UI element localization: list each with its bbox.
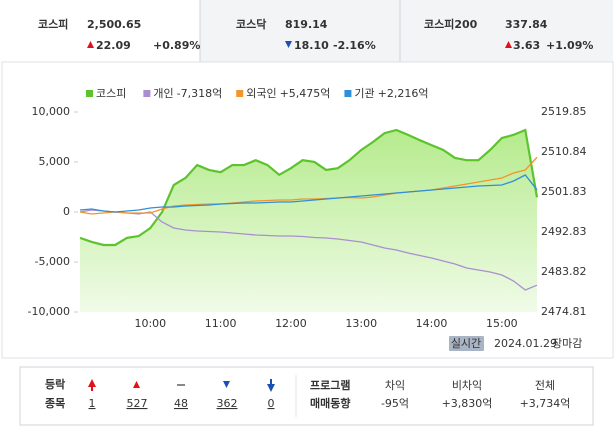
status-date: 2024.01.29 (494, 337, 557, 350)
arrow-icon (505, 41, 512, 48)
breadth-box (19, 366, 594, 426)
tab-name[interactable]: 코스피 (38, 17, 68, 31)
y-tick-label: 5,000 (39, 155, 71, 168)
legend-swatch (86, 90, 93, 97)
program-value: +3,830억 (442, 397, 493, 410)
series-line (79, 156, 538, 215)
legend-label[interactable]: 기관 (354, 87, 374, 100)
x-tick-label: 13:00 (345, 317, 377, 330)
arrow-icon (91, 386, 93, 391)
legend-value: +2,216억 (378, 87, 429, 100)
legend-value: -7,318억 (177, 87, 223, 100)
tab-value: 337.84 (505, 18, 548, 31)
status-badge (449, 336, 484, 351)
y2-tick-label: 2474.81 (541, 305, 587, 318)
tab-bg (200, 0, 613, 62)
arrow-icon (133, 381, 140, 388)
program-column: 차익 (385, 379, 405, 392)
program-label: 프로그램 (310, 378, 350, 392)
tab-change: 22.09 (96, 39, 131, 52)
y2-tick-label: 2483.82 (541, 265, 587, 278)
y-tick-label: -5,000 (35, 255, 70, 268)
x-tick-label: 10:00 (134, 317, 166, 330)
arrow-icon (87, 41, 94, 48)
program-label: 매매동향 (310, 396, 350, 410)
arrow-icon (223, 381, 230, 388)
breadth-label: 종목 (45, 397, 65, 410)
legend-label[interactable]: 외국인 (246, 87, 276, 100)
legend-swatch (143, 90, 151, 97)
tab-rate: +1.09% (546, 39, 593, 52)
breadth-value[interactable]: 48 (174, 397, 188, 410)
y2-tick-label: 2519.85 (541, 105, 587, 118)
tab-rate: -2.16% (333, 39, 376, 52)
breadth-value[interactable]: 1 (89, 397, 96, 410)
y-tick-label: 10,000 (32, 105, 71, 118)
x-tick-label: 14:00 (416, 317, 448, 330)
y-tick-label: 0 (63, 205, 70, 218)
tab-name[interactable]: 코스피200 (424, 17, 478, 31)
arrow-icon (270, 379, 272, 384)
arrow-icon (285, 41, 292, 48)
arrow-icon (177, 384, 185, 386)
legend-swatch (344, 90, 352, 97)
x-tick-label: 11:00 (205, 317, 237, 330)
arrow-icon (88, 379, 96, 387)
program-value: +3,734억 (520, 397, 571, 410)
x-tick-label: 15:00 (486, 317, 518, 330)
y-tick-label: -10,000 (28, 305, 70, 318)
tab-value: 2,500.65 (87, 18, 141, 31)
series-line (79, 209, 538, 291)
breadth-value[interactable]: 0 (268, 397, 275, 410)
legend-label[interactable]: 개인 (153, 87, 173, 100)
series-line (79, 128, 539, 247)
program-value: -95억 (381, 397, 409, 410)
arrow-icon (267, 384, 275, 392)
tab-name[interactable]: 코스닥 (236, 17, 266, 31)
tab-change: 18.10 (294, 39, 329, 52)
breadth-value[interactable]: 527 (127, 397, 148, 410)
series-line (79, 174, 538, 213)
program-column: 비차익 (452, 379, 482, 392)
legend-label[interactable]: 코스피 (96, 87, 126, 100)
area (80, 129, 537, 312)
legend-swatch (236, 90, 244, 97)
x-tick-label: 12:00 (275, 317, 307, 330)
tab-rate: +0.89% (153, 39, 200, 52)
chart-frame (1, 61, 614, 359)
breadth-label: 등락 (45, 378, 65, 391)
status-state: 장마감 (552, 337, 582, 350)
y2-tick-label: 2510.84 (541, 145, 587, 158)
status-badge-text: 실시간 (451, 337, 481, 350)
tab-value: 819.14 (285, 18, 328, 31)
breadth-value[interactable]: 362 (217, 397, 238, 410)
y2-tick-label: 2492.83 (541, 225, 587, 238)
program-column: 전체 (535, 379, 555, 392)
y2-tick-label: 2501.83 (541, 185, 587, 198)
legend-value: +5,475억 (280, 87, 331, 100)
tab-change: 3.63 (513, 39, 540, 52)
